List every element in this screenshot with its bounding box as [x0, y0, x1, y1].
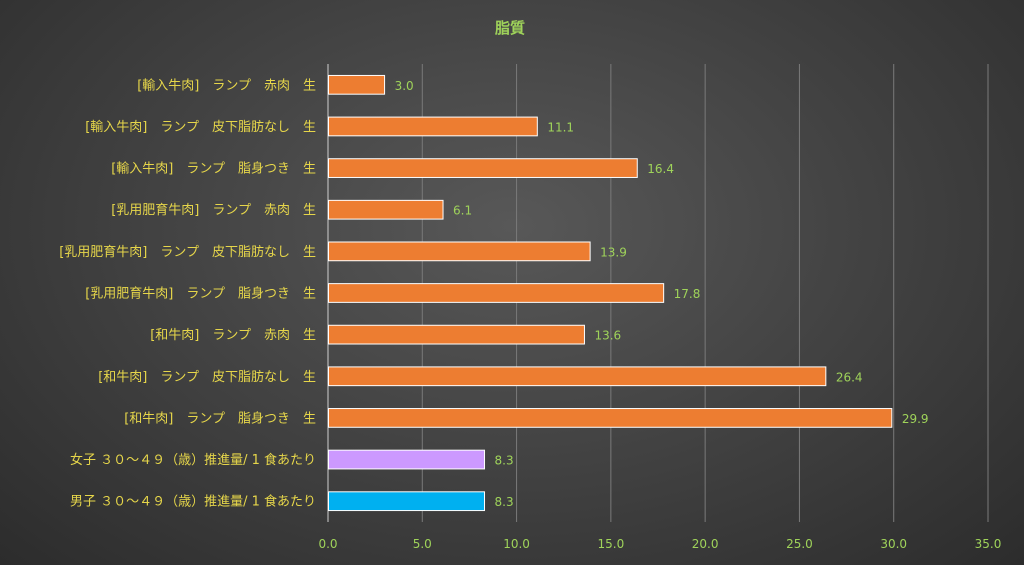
category-label: [輸入牛肉] ランプ 脂身つき 生 — [111, 161, 316, 177]
data-label: 17.8 — [674, 287, 701, 301]
x-tick-label: 20.0 — [692, 537, 719, 551]
data-label: 8.3 — [495, 495, 514, 509]
x-tick-label: 25.0 — [786, 537, 813, 551]
bar — [328, 449, 486, 470]
bar — [328, 241, 591, 262]
category-label: [乳用肥育牛肉] ランプ 脂身つき 生 — [85, 286, 316, 302]
category-label: [和牛肉] ランプ 皮下脂肪なし 生 — [98, 369, 316, 385]
bar — [328, 366, 827, 387]
category-label: [和牛肉] ランプ 脂身つき 生 — [124, 410, 316, 426]
bar — [328, 324, 585, 345]
data-label: 3.0 — [395, 79, 414, 93]
bar — [328, 408, 893, 428]
bar — [328, 199, 444, 220]
x-tick-label: 30.0 — [880, 537, 907, 551]
data-label: 13.9 — [600, 245, 627, 259]
x-tick-label: 35.0 — [975, 537, 1002, 551]
data-label: 8.3 — [495, 454, 514, 468]
label-layer: 0.0 5.0 10.0 15.0 20.0 25.0 30.0 35.0 [輸入牛肉] ランプ… — [59, 78, 1001, 551]
x-tick-label: 0.0 — [318, 537, 337, 551]
data-label: 6.1 — [453, 204, 472, 218]
category-label: [和牛肉] ランプ 赤肉 生 — [150, 328, 316, 343]
category-label: [乳用肥育牛肉] ランプ 皮下脂肪なし 生 — [59, 244, 316, 260]
bar — [328, 158, 638, 178]
bar — [328, 74, 386, 95]
x-tick-label: 5.0 — [413, 537, 432, 551]
data-label: 11.1 — [547, 120, 574, 134]
bar — [328, 491, 486, 512]
data-label: 13.6 — [594, 329, 621, 343]
data-label: 29.9 — [902, 412, 929, 426]
data-label: 26.4 — [836, 370, 863, 384]
category-label: 女子 ３０～４９（歳）推進量/ 1 食あたり — [70, 452, 316, 468]
category-label: [輸入牛肉] ランプ 赤肉 生 — [137, 78, 316, 93]
bar — [328, 283, 665, 303]
data-label: 16.4 — [647, 162, 674, 176]
category-label: [乳用肥育牛肉] ランプ 赤肉 生 — [111, 202, 316, 218]
chart-title: 脂質 — [495, 19, 525, 37]
bar — [328, 116, 538, 137]
category-label: 男子 ３０～４９（歳）推進量/ 1 食あたり — [70, 494, 316, 510]
x-tick-label: 15.0 — [597, 537, 624, 551]
bar-layer — [328, 74, 893, 512]
category-label: [輸入牛肉] ランプ 皮下脂肪なし 生 — [85, 119, 316, 135]
x-tick-label: 10.0 — [503, 537, 530, 551]
